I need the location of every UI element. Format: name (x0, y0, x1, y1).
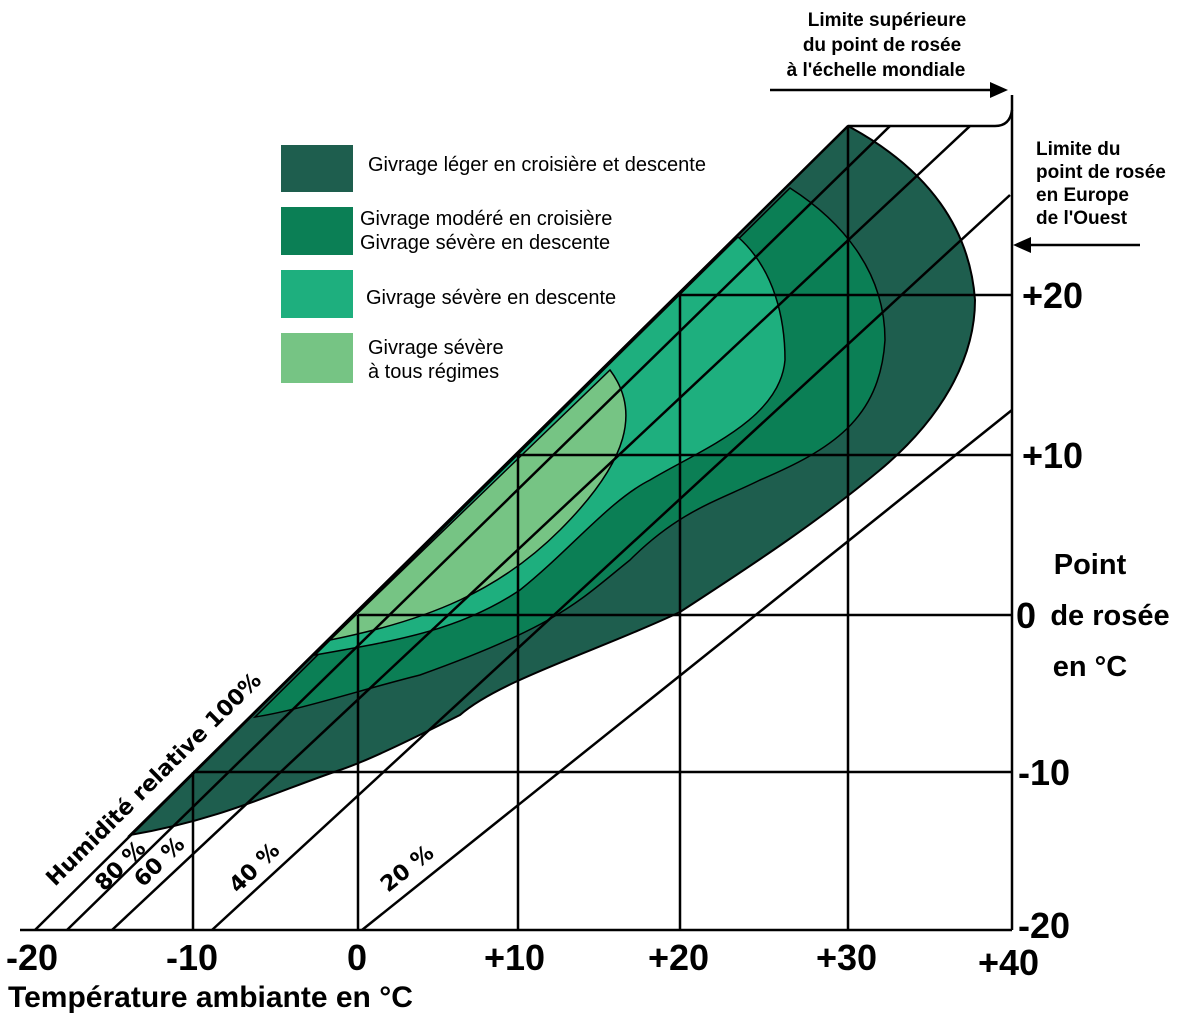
temp-tick-minus20: -20 (6, 937, 58, 978)
europe-limit-line-3: en Europe (1036, 185, 1129, 206)
legend: Givrage léger en croisière et descente G… (281, 145, 706, 383)
dew-tick-minus20: -20 (1018, 905, 1070, 946)
temp-tick-plus20: +20 (648, 937, 709, 978)
legend-label-light: Givrage léger en croisière et descente (368, 154, 706, 176)
legend-label-severe-all-1: Givrage sévère (368, 337, 504, 359)
rh80-line (66, 125, 891, 931)
legend-label-severe-all-2: à tous régimes (368, 361, 499, 383)
dew-point-ticks: +20 +10 0 -10 -20 (1016, 275, 1083, 946)
temp-tick-plus10: +10 (484, 937, 545, 978)
dew-tick-0: 0 (1016, 595, 1036, 636)
world-limit-line (848, 109, 1014, 128)
legend-swatch-light (281, 145, 353, 192)
zone-severe-all-icing (327, 368, 627, 642)
rh20-line (361, 409, 1013, 931)
legend-swatch-severe-all (281, 333, 353, 383)
europe-limit-line-1: Limite du (1036, 139, 1120, 160)
world-limit-arrow (770, 82, 1008, 98)
dew-point-title: Point de rosée en °C (1050, 549, 1169, 683)
rh40-line (211, 194, 1011, 931)
temp-tick-0: 0 (347, 937, 367, 978)
world-limit-annotation: Limite supérieure du point de rosée à l'… (787, 10, 967, 81)
dew-tick-plus20: +20 (1022, 275, 1083, 316)
world-limit-line-1: Limite supérieure (808, 10, 966, 31)
humidity-lines (34, 125, 1013, 931)
legend-label-moderate-2: Givrage sévère en descente (360, 232, 610, 254)
world-limit-line-2: du point de rosée (803, 35, 961, 56)
dew-title-line-2: de rosée (1050, 600, 1169, 632)
legend-label-severe-descent: Givrage sévère en descente (366, 287, 616, 309)
rh20-label: 20 % (376, 841, 439, 898)
temperature-axis-title: Température ambiante en °C (8, 981, 413, 1014)
dew-tick-plus10: +10 (1022, 435, 1083, 476)
temperature-ticks: -20 -10 0 +10 +20 +30 +40 (6, 937, 1039, 983)
europe-limit-line-2: point de rosée (1036, 162, 1166, 183)
dew-tick-minus10: -10 (1018, 752, 1070, 793)
dew-title-line-1: Point (1054, 549, 1127, 581)
temp-tick-minus10: -10 (166, 937, 218, 978)
world-limit-line-3: à l'échelle mondiale (787, 60, 966, 81)
temp-tick-plus40: +40 (978, 942, 1039, 983)
europe-limit-arrow (1013, 237, 1140, 253)
temp-tick-plus30: +30 (816, 937, 877, 978)
europe-limit-line-4: de l'Ouest (1036, 208, 1128, 229)
rh100-line (34, 125, 849, 931)
grid-lines (20, 95, 1014, 932)
legend-label-moderate-1: Givrage modéré en croisière (360, 208, 612, 230)
rh60-line (111, 125, 971, 931)
legend-swatch-moderate (281, 207, 353, 255)
dew-title-line-3: en °C (1053, 651, 1127, 683)
europe-limit-annotation: Limite du point de rosée en Europe de l'… (1036, 139, 1166, 229)
legend-swatch-severe-descent (281, 270, 353, 318)
